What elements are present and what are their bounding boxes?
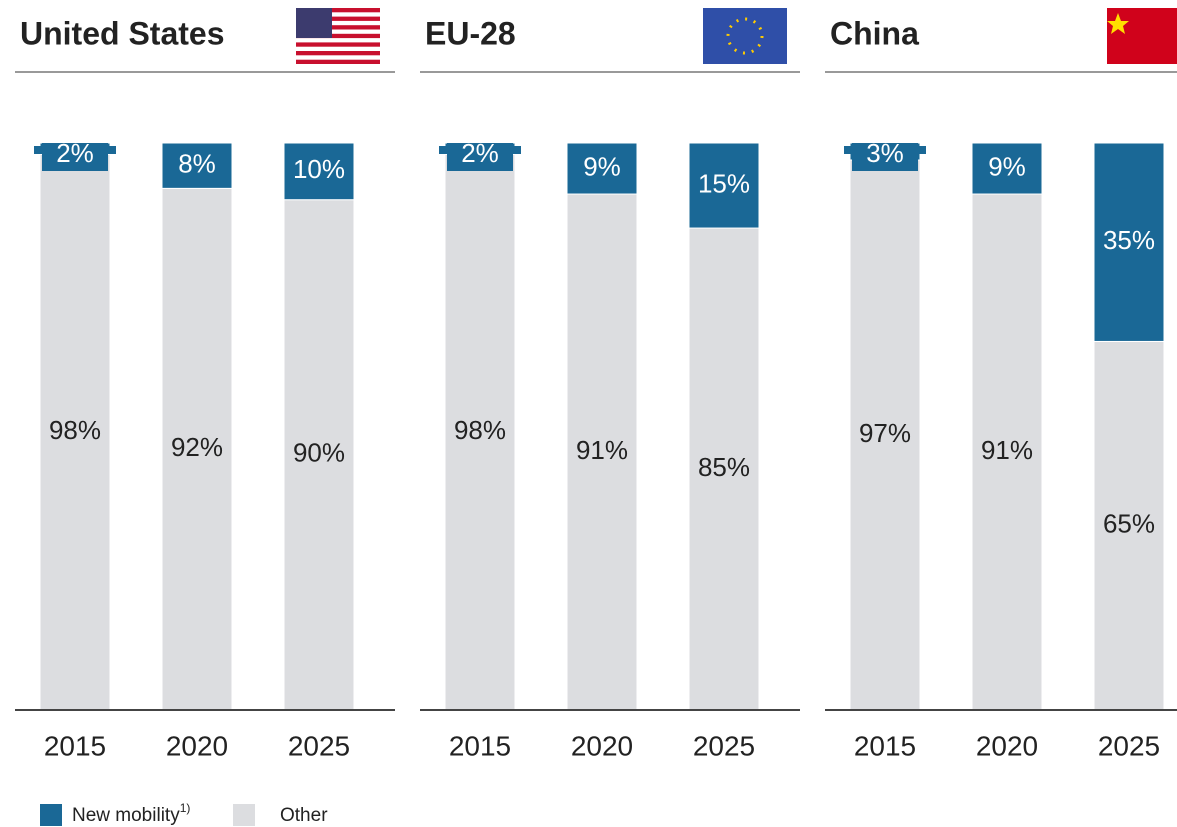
x-tick-label: 2015 <box>854 730 916 761</box>
value-label: 9% <box>583 151 621 181</box>
legend-swatch <box>40 804 62 826</box>
value-label: 91% <box>576 435 628 465</box>
value-label: 2% <box>56 138 94 168</box>
value-label: 15% <box>698 168 750 198</box>
value-label: 35% <box>1103 225 1155 255</box>
bar-segment <box>1093 340 1165 711</box>
x-tick-label: 2025 <box>288 730 350 761</box>
bar-segment <box>283 199 355 711</box>
china-flag <box>1107 8 1177 64</box>
value-label: 9% <box>988 151 1026 181</box>
bar-segment <box>688 142 760 229</box>
bar-segment <box>161 142 233 189</box>
value-label: 8% <box>178 149 216 179</box>
eu-flag <box>703 8 787 64</box>
x-tick-label: 2015 <box>44 730 106 761</box>
bar-segment <box>283 142 355 201</box>
legend-label: Other <box>280 805 328 826</box>
value-label: 3% <box>866 138 904 168</box>
legend-swatch <box>233 804 255 826</box>
value-label: 2% <box>461 138 499 168</box>
x-tick-label: 2025 <box>1098 730 1160 761</box>
us-flag <box>296 8 380 64</box>
x-tick-label: 2025 <box>693 730 755 761</box>
label-tab <box>439 146 521 154</box>
value-label: 98% <box>454 415 506 445</box>
value-label: 10% <box>293 154 345 184</box>
bar-segment <box>971 193 1043 711</box>
chart-title: United States <box>20 15 224 51</box>
bar-segment <box>566 142 638 195</box>
chart-title: China <box>830 15 919 51</box>
bar-segment <box>1093 142 1165 342</box>
x-tick-label: 2020 <box>166 730 228 761</box>
value-label: 90% <box>293 438 345 468</box>
value-label: 65% <box>1103 509 1155 539</box>
value-label: 85% <box>698 452 750 482</box>
x-tick-label: 2020 <box>976 730 1038 761</box>
value-label: 92% <box>171 432 223 462</box>
chart-title: EU-28 <box>425 15 516 51</box>
x-tick-label: 2020 <box>571 730 633 761</box>
label-tab <box>34 146 116 154</box>
value-label: 97% <box>859 418 911 448</box>
value-label: 98% <box>49 415 101 445</box>
bar-segment <box>971 142 1043 195</box>
bar-segment <box>849 159 921 711</box>
x-tick-label: 2015 <box>449 730 511 761</box>
label-tab <box>844 146 926 154</box>
bar-segment <box>566 193 638 711</box>
legend-label: New mobility1) <box>72 801 190 826</box>
value-label: 91% <box>981 435 1033 465</box>
bar-segment <box>444 153 516 711</box>
